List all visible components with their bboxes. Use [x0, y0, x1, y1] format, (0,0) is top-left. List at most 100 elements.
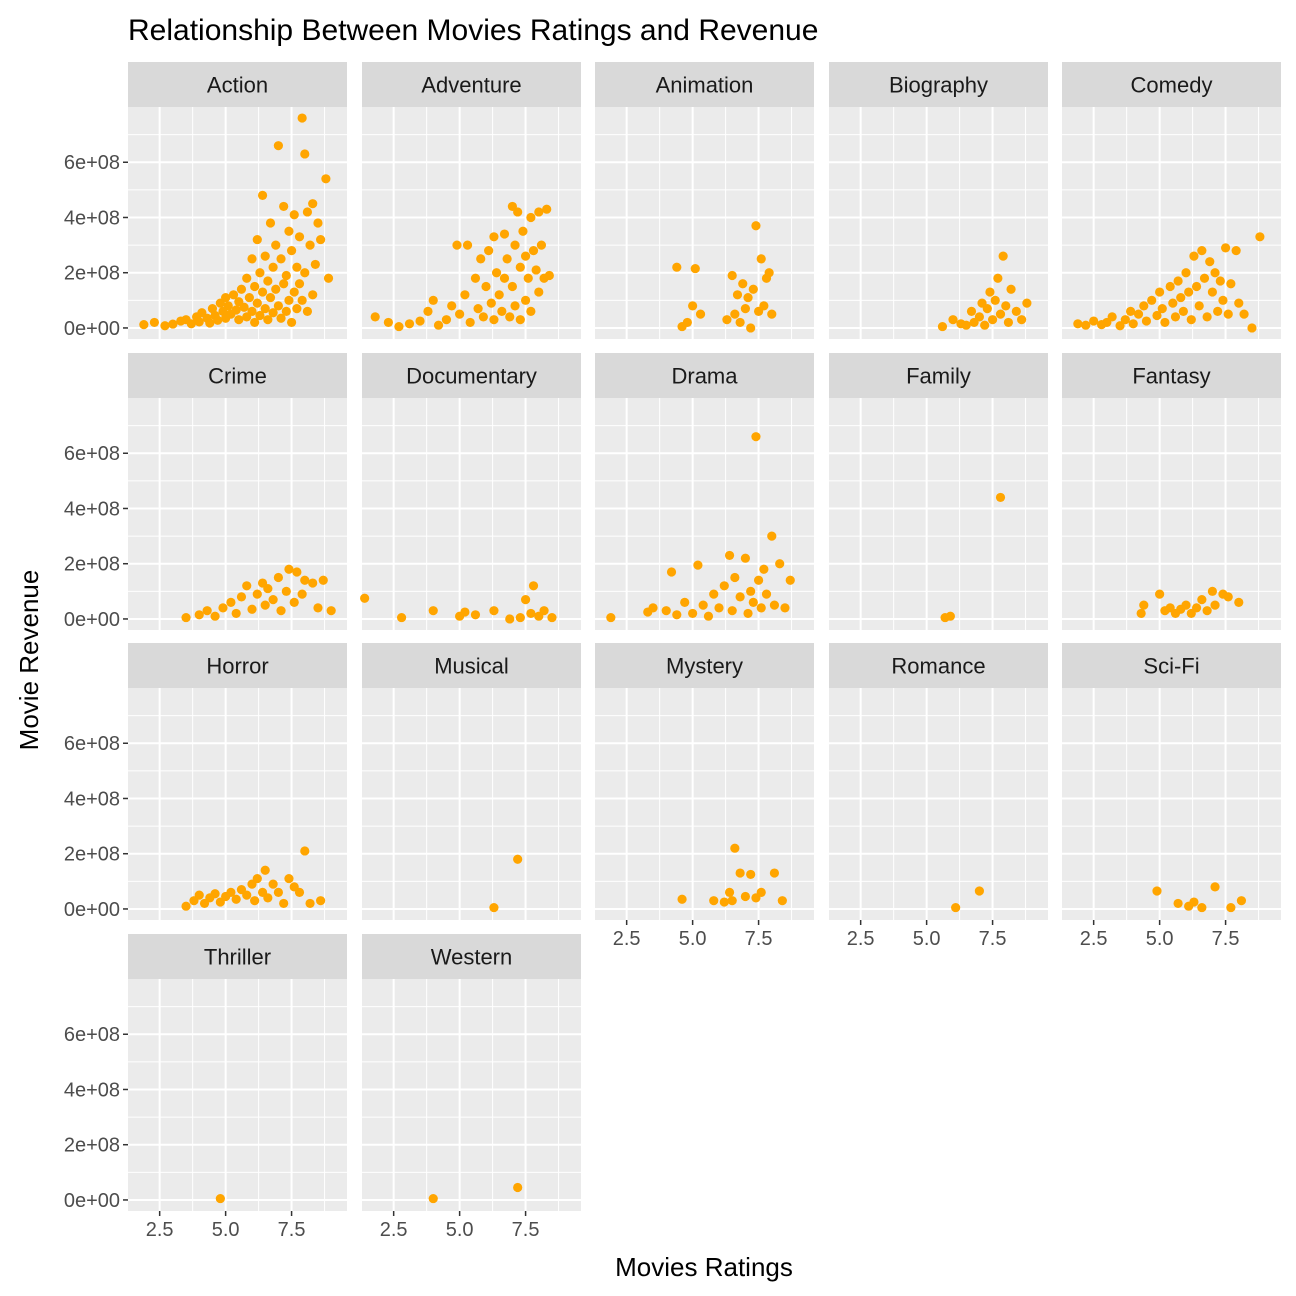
data-point [526, 608, 536, 619]
data-point [528, 246, 539, 256]
facet-label: Action [207, 73, 268, 98]
data-point [727, 270, 737, 281]
data-point [1189, 251, 1199, 261]
data-point [1197, 902, 1207, 913]
data-point [961, 320, 971, 330]
data-point [247, 254, 257, 264]
data-point [1176, 292, 1186, 303]
data-point [428, 1193, 438, 1204]
data-point [682, 317, 692, 328]
data-point [394, 321, 404, 332]
facet-label: Family [906, 364, 971, 389]
data-point [945, 611, 955, 621]
data-point [231, 305, 241, 315]
facet-label: Documentary [406, 364, 537, 389]
data-point [1205, 257, 1215, 267]
data-point [606, 612, 616, 623]
data-point [265, 292, 276, 303]
data-point [746, 586, 756, 596]
data-point [284, 873, 294, 884]
data-point [544, 270, 554, 281]
data-point [937, 321, 948, 332]
y-tick-label: 2e+08 [64, 263, 120, 285]
data-point [252, 298, 262, 308]
data-point [286, 246, 297, 256]
data-point [1139, 301, 1149, 311]
data-point [286, 317, 297, 328]
data-point [226, 597, 236, 607]
data-point [489, 902, 499, 913]
data-point [748, 597, 758, 607]
data-point [995, 492, 1006, 503]
data-point [268, 595, 278, 605]
data-point [764, 268, 774, 278]
data-point [531, 265, 541, 275]
facet-adventure: Adventure [362, 62, 581, 339]
facet-label: Mystery [666, 654, 743, 679]
data-point [1215, 276, 1225, 286]
data-point [746, 869, 756, 880]
facet-strip [829, 62, 1048, 107]
y-tick-label: 4e+08 [64, 207, 120, 229]
data-point [1191, 603, 1202, 613]
data-point [1186, 315, 1196, 325]
data-point [263, 583, 273, 594]
data-point [462, 240, 473, 250]
data-point [281, 270, 291, 281]
facet-musical: Musical [362, 643, 581, 920]
data-point [1006, 284, 1016, 294]
data-point [1073, 319, 1083, 329]
facet-strip [1062, 353, 1281, 398]
data-point [316, 234, 326, 245]
data-point [688, 301, 698, 311]
data-point [536, 240, 547, 250]
data-point [1168, 298, 1178, 308]
data-point [1210, 268, 1220, 278]
data-point [730, 309, 740, 319]
data-point [202, 606, 212, 616]
data-point [974, 312, 984, 322]
x-tick-label: 2.5 [847, 928, 875, 950]
data-point [1120, 315, 1130, 325]
x-tick-label: 5.0 [1146, 928, 1174, 950]
data-point [250, 317, 260, 328]
data-point [242, 581, 252, 591]
data-point [1218, 295, 1228, 305]
data-point [722, 315, 732, 325]
data-point [1001, 301, 1011, 311]
data-point [465, 317, 475, 328]
facet-mystery: Mystery 2.5 5.0 7.5 [595, 643, 814, 950]
data-point [1236, 896, 1247, 906]
data-point [297, 113, 307, 123]
facet-strip [1062, 62, 1281, 107]
data-point [300, 846, 310, 856]
data-point [767, 309, 777, 319]
data-point [1181, 600, 1191, 610]
data-point [276, 313, 286, 323]
data-point [265, 218, 276, 228]
data-point [308, 199, 318, 209]
facet-label: Crime [208, 364, 267, 389]
facet-strip [595, 353, 814, 398]
data-point [491, 268, 502, 278]
data-point [513, 1182, 523, 1193]
data-point [460, 607, 470, 617]
x-tick-label: 2.5 [1080, 928, 1108, 950]
data-point [719, 581, 729, 591]
data-point [207, 304, 218, 314]
data-point [252, 873, 262, 884]
data-point [539, 606, 549, 616]
x-tick-label: 7.5 [745, 928, 773, 950]
x-tick-label: 5.0 [913, 928, 941, 950]
data-point [305, 240, 315, 250]
data-point [300, 575, 310, 585]
x-tick-label: 5.0 [446, 1219, 474, 1241]
y-tick-label: 0e+00 [64, 318, 120, 340]
data-point [313, 603, 323, 613]
data-point [326, 606, 336, 616]
data-point [470, 610, 481, 620]
x-tick-label: 7.5 [979, 928, 1007, 950]
data-point [775, 559, 785, 569]
y-tick-label: 6e+08 [64, 443, 120, 465]
data-point [703, 611, 714, 621]
